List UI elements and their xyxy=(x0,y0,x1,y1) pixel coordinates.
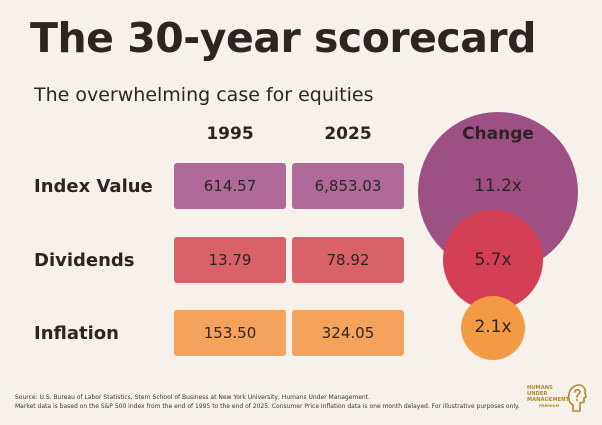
logo-line-3: MANAGEMENT xyxy=(527,397,569,403)
cell-index-value-1995: 614.57 xyxy=(174,163,286,209)
row-label-index-value: Index Value xyxy=(34,176,153,197)
row-label-dividends: Dividends xyxy=(34,250,135,271)
cell-index-value-2025: 6,853.03 xyxy=(292,163,404,209)
cell-dividends-1995: 13.79 xyxy=(174,237,286,283)
chart-title: The 30-year scorecard xyxy=(30,14,536,62)
footer-note: Market data is based on the S&P 500 inde… xyxy=(15,403,520,410)
cell-inflation-2025: 324.05 xyxy=(292,310,404,356)
column-header-2025: 2025 xyxy=(324,124,372,144)
cell-inflation-1995: 153.50 xyxy=(174,310,286,356)
chart-subtitle: The overwhelming case for equities xyxy=(34,84,374,106)
logo-line-4: PREMIUM xyxy=(539,403,560,408)
column-header-1995: 1995 xyxy=(206,124,254,144)
humans-under-management-logo: HUMANS UNDER MANAGEMENT PREMIUM xyxy=(527,381,589,415)
column-header-change: Change xyxy=(462,124,534,144)
change-label-index-value: 11.2x xyxy=(474,176,522,196)
logo-line-2: UNDER xyxy=(527,391,548,397)
cell-dividends-2025: 78.92 xyxy=(292,237,404,283)
change-label-dividends: 5.7x xyxy=(474,250,512,270)
footer-source: Source: U.S. Bureau of Labor Statistics,… xyxy=(15,394,370,401)
row-label-inflation: Inflation xyxy=(34,323,119,344)
inflation-change-circle xyxy=(461,296,525,360)
dividends-change-circle xyxy=(443,210,543,310)
change-label-inflation: 2.1x xyxy=(474,317,512,337)
logo-line-1: HUMANS xyxy=(527,385,553,391)
head-silhouette-icon xyxy=(567,384,587,412)
